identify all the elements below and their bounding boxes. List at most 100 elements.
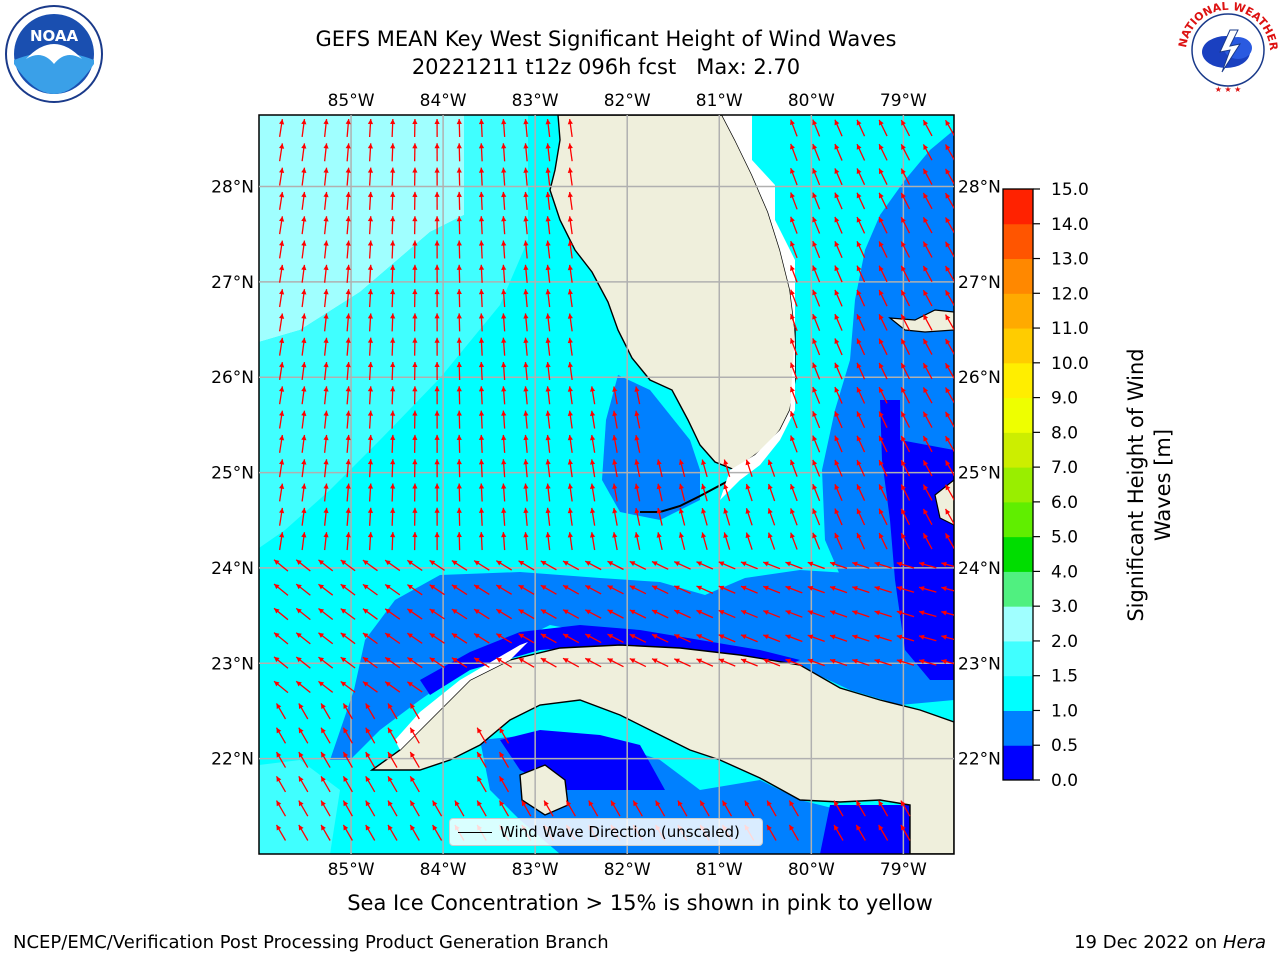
wave-direction-arrowhead: [945, 387, 951, 394]
wave-direction-arrowhead: [301, 167, 307, 173]
wave-direction-arrowhead: [563, 585, 569, 591]
map-legend: Wind Wave Direction (unscaled): [449, 818, 763, 846]
wave-direction-arrowhead: [834, 265, 840, 272]
wave-direction-arrowhead: [279, 240, 285, 246]
wave-direction-arrowhead: [434, 459, 440, 465]
wave-direction-arrowhead: [274, 584, 280, 590]
wave-direction-arrowhead: [856, 508, 862, 515]
wave-direction-arrowhead: [412, 483, 418, 489]
wave-direction-arrowhead: [790, 168, 795, 174]
field-0.0-0.5-region-east: [880, 400, 954, 680]
colorbar-segment: [1003, 745, 1033, 781]
wave-direction-arrowhead: [410, 703, 416, 710]
wave-direction-arrowhead: [345, 337, 351, 343]
colorbar-tick-label: 15.0: [1051, 180, 1089, 200]
wave-direction-arrowhead: [856, 362, 862, 369]
wave-direction-arrowhead: [301, 191, 307, 198]
wave-direction-arrowhead: [896, 561, 903, 567]
wave-direction-arrowhead: [318, 584, 325, 590]
wave-direction-arrowhead: [545, 434, 551, 441]
wave-direction-arrowhead: [812, 289, 818, 296]
wave-direction-arrowhead: [852, 634, 858, 640]
wave-direction-arrowhead: [367, 337, 374, 343]
colorbar-segment: [1003, 189, 1033, 225]
wave-direction-arrowhead: [390, 483, 396, 489]
wave-direction-arrowhead: [388, 800, 393, 807]
land-bahamas-grand: [888, 309, 954, 333]
wave-direction-arrowhead: [945, 168, 951, 175]
wave-direction-arrowhead: [434, 289, 440, 295]
field-0.0-0.5-region-southeast: [820, 805, 910, 854]
wave-direction-arrowhead: [856, 168, 862, 175]
wave-direction-arrowhead: [456, 289, 462, 295]
lon-label-top: 83°W: [512, 91, 559, 111]
wave-direction-arrowhead: [478, 313, 485, 319]
wave-direction-arrowhead: [896, 610, 903, 616]
wave-direction-arrowhead: [563, 609, 569, 615]
wave-direction-arrowhead: [390, 143, 396, 149]
wave-direction-arrowhead: [834, 532, 840, 539]
wave-direction-arrowhead: [318, 559, 325, 566]
wave-direction-arrowhead: [567, 337, 573, 344]
colorbar-tick-label: 5.0: [1051, 528, 1078, 548]
wave-direction-arrowhead: [567, 410, 573, 416]
wave-direction-arrowhead: [367, 459, 374, 465]
wave-direction-arrowhead: [678, 508, 684, 514]
wave-direction-arrowhead: [919, 586, 925, 592]
wave-direction-arrowhead: [656, 483, 662, 490]
wave-direction-arrowhead: [518, 658, 525, 663]
wave-direction-arrowhead: [945, 484, 951, 491]
wave-direction-arrowhead: [390, 313, 396, 319]
wave-direction-arrowhead: [718, 658, 725, 664]
wave-direction-arrowhead: [279, 337, 285, 344]
wave-direction-arrowhead: [745, 508, 751, 514]
wave-direction-arrowhead: [501, 507, 507, 513]
wave-direction-arrowhead: [612, 386, 618, 392]
wave-direction-arrowhead: [367, 167, 374, 173]
wave-direction-arrowhead: [456, 216, 462, 222]
wave-direction-arrowhead: [544, 800, 549, 807]
wave-direction-arrowhead: [385, 584, 391, 590]
wave-direction-arrowhead: [545, 216, 551, 222]
wave-direction-arrowhead: [767, 459, 773, 466]
wave-direction-arrowhead: [945, 314, 951, 321]
noaa-logo-text: NOAA: [30, 27, 79, 45]
wave-direction-arrowhead: [812, 241, 818, 247]
wave-direction-arrowhead: [362, 584, 369, 590]
colorbar-tick-label: 14.0: [1051, 215, 1089, 235]
wave-direction-arrowhead: [812, 216, 818, 223]
wave-direction-arrowhead: [456, 362, 462, 368]
wave-direction-arrowhead: [362, 681, 369, 687]
wave-direction-arrowhead: [343, 703, 349, 710]
wave-direction-arrowhead: [323, 410, 329, 416]
wave-direction-arrowhead: [945, 144, 951, 151]
wave-direction-arrowhead: [879, 144, 884, 150]
wave-direction-arrowhead: [385, 657, 391, 663]
wave-direction-arrowhead: [718, 610, 725, 615]
wave-direction-arrowhead: [345, 386, 351, 392]
lat-label-right: 28°N: [958, 178, 1001, 198]
wave-direction-arrowhead: [607, 561, 614, 566]
wave-direction-arrowhead: [276, 727, 282, 734]
wave-direction-arrowhead: [740, 634, 747, 640]
wave-direction-arrowhead: [279, 435, 285, 441]
wave-direction-arrowhead: [296, 608, 302, 614]
wave-direction-arrowhead: [634, 483, 640, 490]
wave-direction-arrowhead: [901, 387, 906, 393]
wave-direction-arrowhead: [790, 362, 795, 369]
wave-direction-arrowhead: [834, 192, 840, 199]
wave-direction-arrowhead: [740, 658, 747, 664]
colorbar: 0.0 0.5 1.0 1.5 2.0 3.0 4.0 5.0 6.0 7.0 8.0 9.0 10.0…: [1002, 180, 1089, 791]
wave-direction-arrowhead: [321, 727, 326, 734]
wave-direction-arrowhead: [279, 507, 285, 514]
wave-direction-arrowhead: [655, 800, 661, 807]
wave-direction-arrowhead: [834, 387, 840, 393]
wave-direction-arrowhead: [790, 313, 795, 320]
wave-direction-arrowhead: [321, 824, 326, 831]
wave-direction-arrowhead: [941, 610, 947, 616]
wave-direction-arrowhead: [723, 483, 729, 490]
wave-direction-arrowhead: [612, 532, 618, 538]
lon-label-top: 80°W: [788, 91, 835, 111]
wave-direction-arrowhead: [634, 532, 640, 538]
wave-direction-arrowhead: [567, 289, 573, 295]
